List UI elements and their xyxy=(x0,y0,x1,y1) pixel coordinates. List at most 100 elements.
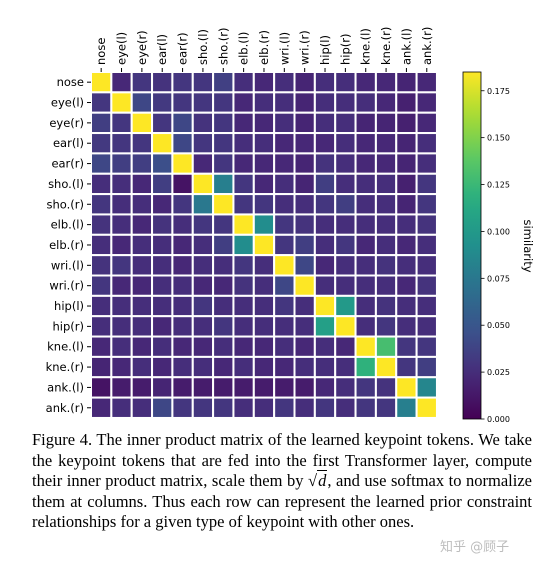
heatmap-cell xyxy=(130,71,154,94)
heatmap-cell xyxy=(151,274,174,297)
heatmap-cell xyxy=(110,254,133,277)
column-tick-label: hip(l) xyxy=(318,35,332,65)
heatmap-cell xyxy=(151,355,174,379)
heatmap-cell xyxy=(354,132,377,155)
heatmap-chart: nose eye(l) eye(r) ear(l) ear(r) sho.(l) sho.(… xyxy=(46,27,535,424)
row-tick-label: ank.(r) xyxy=(46,401,84,415)
heatmap-cell xyxy=(334,132,357,155)
heatmap-cell xyxy=(252,274,276,297)
heatmap-cell xyxy=(374,233,398,257)
heatmap-cell xyxy=(273,396,296,419)
heatmap-cell xyxy=(110,91,133,114)
column-tick-label: sho.(r) xyxy=(216,28,230,65)
heatmap-cell xyxy=(313,274,337,297)
heatmap-cell xyxy=(273,254,296,277)
row-tick-label: kne.(l) xyxy=(47,340,84,354)
heatmap-cell xyxy=(212,355,235,379)
heatmap-cell xyxy=(90,335,113,358)
heatmap-cell xyxy=(130,91,154,114)
heatmap-cell xyxy=(374,254,398,277)
heatmap-cell xyxy=(415,294,438,318)
heatmap-cell xyxy=(130,294,154,318)
row-tick-label: ear(r) xyxy=(51,157,84,171)
heatmap-cell xyxy=(130,315,154,338)
heatmap-cell xyxy=(313,376,337,399)
heatmap-cell xyxy=(293,274,316,297)
heatmap-cell xyxy=(334,91,357,114)
heatmap-cell xyxy=(395,396,418,419)
heatmap-cell xyxy=(151,71,174,94)
heatmap-cell xyxy=(212,315,235,338)
heatmap-cell xyxy=(252,132,276,155)
heatmap-cell xyxy=(232,355,255,379)
heatmap-cell xyxy=(212,254,235,277)
heatmap-cell xyxy=(130,193,154,216)
row-tick-label: elb.(r) xyxy=(49,238,84,252)
column-tick-label: nose xyxy=(94,38,108,65)
heatmap-cell xyxy=(191,355,215,379)
heatmap-cell xyxy=(415,71,438,94)
heatmap-cell xyxy=(273,91,296,114)
heatmap-cell xyxy=(90,254,113,277)
heatmap-cell xyxy=(252,335,276,358)
heatmap-cell xyxy=(232,376,255,399)
heatmap-cell xyxy=(232,91,255,114)
heatmap-cell xyxy=(415,254,438,277)
heatmap-cell xyxy=(334,152,357,175)
heatmap-cell xyxy=(110,71,133,94)
heatmap-cell xyxy=(151,193,174,216)
colorbar-tick-label: 0.125 xyxy=(487,181,510,190)
heatmap-cell xyxy=(232,213,255,236)
heatmap-cell xyxy=(171,396,194,419)
row-tick-label: ank.(l) xyxy=(47,380,84,394)
heatmap-cell xyxy=(273,213,296,236)
heatmap-cell xyxy=(273,152,296,175)
heatmap-cell xyxy=(374,396,398,419)
colorbar-tick-label: 0.075 xyxy=(487,274,510,283)
heatmap-cell xyxy=(415,274,438,297)
heatmap-cell xyxy=(293,71,316,94)
heatmap-cell xyxy=(313,213,337,236)
heatmap-cell xyxy=(191,396,215,419)
heatmap-cell xyxy=(395,315,418,338)
heatmap-cell xyxy=(354,376,377,399)
column-tick-label: elb.(r) xyxy=(257,30,271,65)
heatmap-cell xyxy=(252,294,276,318)
heatmap-cell xyxy=(90,396,113,419)
heatmap-cell xyxy=(334,294,357,318)
caption-text-after: , and use softmax to normalize them at c… xyxy=(32,471,532,532)
heatmap-cell xyxy=(171,172,194,196)
heatmap-cell xyxy=(191,213,215,236)
heatmap-cell xyxy=(191,132,215,155)
heatmap-cell xyxy=(191,91,215,114)
heatmap-cell xyxy=(151,111,174,135)
heatmap-cell xyxy=(273,294,296,318)
heatmap-cell xyxy=(191,254,215,277)
heatmap-cell xyxy=(191,71,215,94)
heatmap-cell xyxy=(395,213,418,236)
heatmap-cell xyxy=(151,233,174,257)
heatmap-cell xyxy=(110,294,133,318)
heatmap-cell xyxy=(354,254,377,277)
heatmap-cell xyxy=(293,193,316,216)
heatmap-cell xyxy=(395,91,418,114)
heatmap-cell xyxy=(415,132,438,155)
heatmap-cell xyxy=(90,376,113,399)
figure-caption: Figure 4. The inner product matrix of th… xyxy=(32,430,532,533)
column-tick-label: wri.(l) xyxy=(277,32,291,65)
heatmap-cell xyxy=(90,233,113,257)
colorbar-tick-label: 0.150 xyxy=(487,134,510,143)
heatmap-cell xyxy=(130,172,154,196)
column-tick-label: wri.(r) xyxy=(298,30,312,65)
heatmap-cell xyxy=(273,355,296,379)
heatmap-cell xyxy=(395,254,418,277)
heatmap-cell xyxy=(293,335,316,358)
heatmap-cell xyxy=(313,396,337,419)
row-tick-label: hip(l) xyxy=(54,299,84,313)
heatmap-cell xyxy=(130,132,154,155)
heatmap-cell xyxy=(232,193,255,216)
heatmap-cell xyxy=(334,376,357,399)
heatmap-cell xyxy=(395,132,418,155)
heatmap-cell xyxy=(334,315,357,338)
heatmap-cell xyxy=(191,172,215,196)
